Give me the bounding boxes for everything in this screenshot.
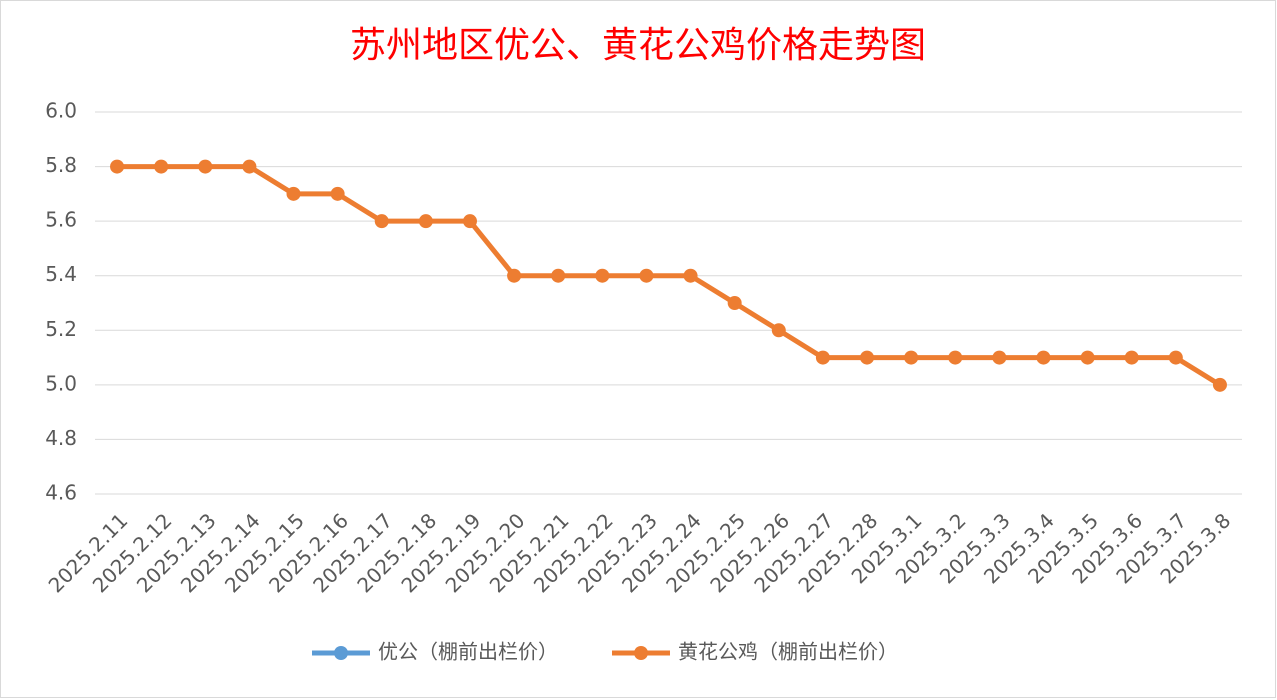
y-tick-label: 5.2 <box>45 317 77 341</box>
legend-label: 优公（棚前出栏价） <box>378 640 558 664</box>
point <box>507 268 522 283</box>
point <box>595 268 610 283</box>
point <box>198 159 213 174</box>
point <box>242 159 257 174</box>
y-tick-label: 5.4 <box>45 262 77 286</box>
y-tick-label: 5.6 <box>45 208 77 232</box>
point <box>904 350 919 365</box>
point <box>286 186 301 201</box>
point <box>1036 350 1051 365</box>
point <box>771 323 786 338</box>
legend-marker <box>334 646 348 660</box>
point <box>551 268 566 283</box>
y-tick-label: 6.0 <box>45 99 77 123</box>
chart-title: 苏州地区优公、黄花公鸡价格走势图 <box>350 25 926 66</box>
point <box>1212 377 1227 392</box>
point <box>1080 350 1095 365</box>
point <box>418 214 433 229</box>
point <box>1168 350 1183 365</box>
point <box>683 268 698 283</box>
point <box>374 214 389 229</box>
point <box>948 350 963 365</box>
point <box>860 350 875 365</box>
y-tick-label: 4.6 <box>45 481 77 505</box>
point <box>462 214 477 229</box>
point <box>815 350 830 365</box>
point <box>727 296 742 310</box>
point <box>992 350 1007 365</box>
series-line <box>117 164 1222 387</box>
legend-marker <box>634 646 648 660</box>
y-tick-label: 5.0 <box>45 371 77 395</box>
point <box>1124 350 1139 365</box>
y-tick-label: 5.8 <box>45 153 77 177</box>
legend-label: 黄花公鸡（棚前出栏价） <box>678 640 898 664</box>
y-tick-label: 4.8 <box>45 426 77 450</box>
point <box>154 159 169 174</box>
point <box>639 268 654 283</box>
point <box>330 186 345 201</box>
point <box>110 159 125 174</box>
